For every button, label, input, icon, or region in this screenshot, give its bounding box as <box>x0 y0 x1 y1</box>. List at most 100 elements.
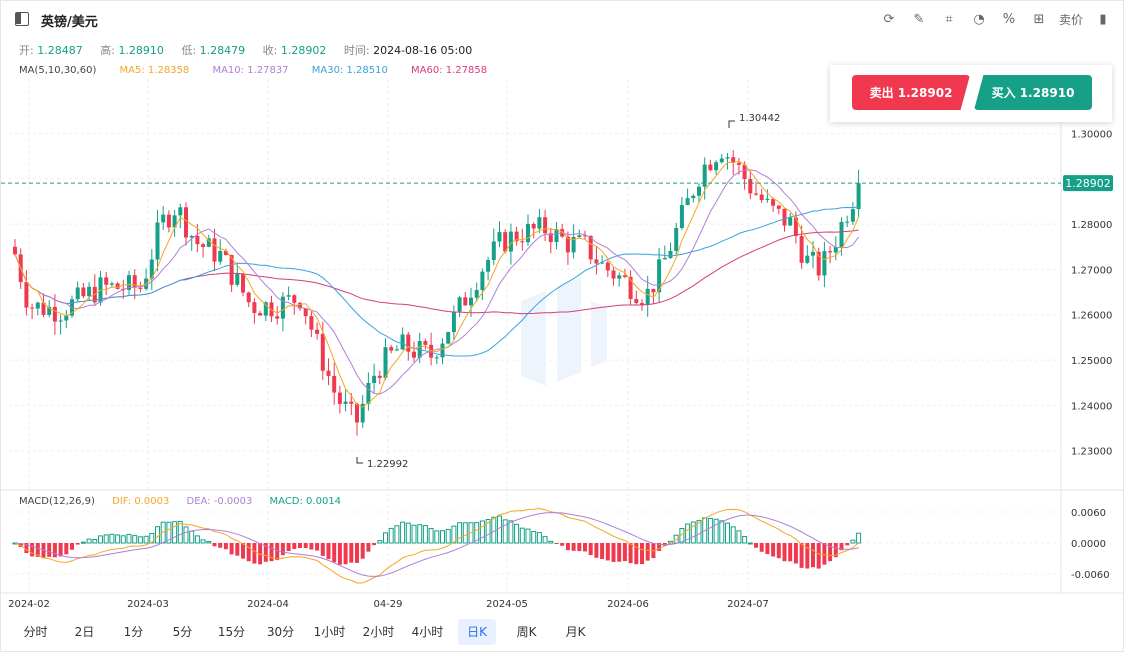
ma10-line <box>14 169 860 395</box>
candle-body <box>275 316 280 319</box>
period-tab[interactable]: 1小时 <box>313 625 346 639</box>
period-tab[interactable]: 周K <box>516 625 537 639</box>
candle-body <box>537 217 542 229</box>
current-price-tag <box>1063 175 1113 192</box>
refresh-icon[interactable]: ⟳ <box>883 11 895 27</box>
y-tick-label: 1.30000 <box>1071 129 1112 140</box>
candle-body <box>514 231 519 242</box>
candle-body <box>565 236 570 253</box>
candle-body <box>366 382 371 404</box>
candle-body <box>377 375 382 378</box>
draw-icon[interactable]: ✎ <box>913 11 925 27</box>
macd-bar <box>229 543 234 555</box>
macd-bar <box>434 530 440 544</box>
candle-body <box>839 221 844 248</box>
candle-body <box>799 235 804 263</box>
candle-body <box>594 259 599 264</box>
period-tab[interactable]: 2日 <box>74 625 95 639</box>
macd-bar <box>120 535 126 544</box>
period-tab[interactable]: 日K <box>458 619 496 645</box>
panel-toggle-icon[interactable] <box>15 12 29 26</box>
candle-body <box>605 262 610 271</box>
period-tab[interactable]: 月K <box>565 625 586 639</box>
candle-body <box>640 303 644 305</box>
candle-body <box>856 183 861 210</box>
x-tick-label: 2024-02 <box>8 599 50 610</box>
period-tab[interactable]: 2小时 <box>362 625 395 639</box>
macd-bar <box>189 530 195 544</box>
macd-bar <box>588 543 593 556</box>
candle-body <box>702 164 707 187</box>
macd-bar <box>816 543 821 569</box>
macd-bar <box>765 543 770 555</box>
candle-body <box>172 215 177 228</box>
candle-body <box>394 349 399 351</box>
macd-bar <box>634 543 639 565</box>
percent-icon[interactable]: % <box>1002 11 1016 27</box>
period-tab[interactable]: 5分 <box>172 625 193 639</box>
macd-bar <box>457 522 463 544</box>
quote-type-button[interactable]: 卖价 <box>1058 12 1083 27</box>
macd-bar <box>132 535 138 544</box>
candle-body <box>400 334 405 350</box>
candle-body <box>41 302 46 315</box>
dif-line <box>14 507 859 584</box>
macd-bar <box>565 543 570 551</box>
sell-button[interactable]: 卖出 1.28902 <box>852 75 970 110</box>
period-tab[interactable]: 分时 <box>23 625 48 639</box>
macd-bar <box>24 543 29 554</box>
symbol-title: 英镑/美元 <box>41 15 98 30</box>
macd-bar <box>337 543 342 565</box>
candle-body <box>166 214 171 228</box>
macd-bar <box>514 523 520 544</box>
candle-body <box>526 223 530 243</box>
macd-legend: MACD(12,26,9) DIF: 0.0003 DEA: -0.0003 M… <box>19 496 355 507</box>
time-value: 2024-08-16 05:00 <box>373 44 473 57</box>
candle-body <box>719 158 724 163</box>
macd-bar <box>298 543 302 548</box>
period-tab[interactable]: 30分 <box>266 625 295 639</box>
macd-bar <box>531 531 537 544</box>
ma-legend: MA(5,10,30,60) MA5: 1.28358 MA10: 1.2783… <box>19 65 507 76</box>
candle-body <box>543 217 548 234</box>
macd-bar <box>75 543 80 545</box>
candle-body <box>178 207 183 216</box>
candle-body <box>87 286 92 297</box>
macd-tick-label: -0.0060 <box>1071 570 1110 581</box>
x-tick-label: 04-29 <box>373 599 402 610</box>
candle-body <box>691 195 696 199</box>
buy-button[interactable]: 买入 1.28910 <box>974 75 1092 110</box>
sidebar-toggle-icon[interactable]: ▮ <box>1099 11 1107 27</box>
macd-bar <box>286 543 291 552</box>
period-tab[interactable]: 1分 <box>123 625 144 639</box>
macd-bar <box>109 533 115 544</box>
candle-body <box>13 246 17 255</box>
candle-body <box>372 375 377 383</box>
open-value: 1.28487 <box>37 44 83 57</box>
macd-bar <box>263 543 268 562</box>
candle-body <box>469 297 473 306</box>
candle-body <box>235 273 240 285</box>
macd-bar <box>80 541 86 544</box>
candle-body <box>155 222 160 260</box>
macd-bar <box>200 539 206 544</box>
candle-body <box>776 205 781 209</box>
min-price-label: 1.22992 <box>367 459 408 470</box>
candle-body <box>571 237 576 253</box>
candle-body <box>617 275 622 279</box>
candle-body <box>446 332 451 344</box>
candle-body <box>229 254 234 285</box>
macd-bar <box>640 543 644 565</box>
grid-icon[interactable]: ⊞ <box>1033 11 1045 27</box>
candle-body <box>668 250 673 259</box>
period-tab[interactable]: 4小时 <box>411 625 444 639</box>
candle-body <box>195 236 200 245</box>
chart-icon[interactable]: ⌗ <box>945 11 953 27</box>
candle-body <box>360 403 365 423</box>
candle-body <box>531 223 536 229</box>
macd-bar <box>600 543 605 559</box>
macd-bar <box>349 543 354 563</box>
period-tab[interactable]: 15分 <box>217 625 246 639</box>
pie-icon[interactable]: ◔ <box>973 11 985 27</box>
